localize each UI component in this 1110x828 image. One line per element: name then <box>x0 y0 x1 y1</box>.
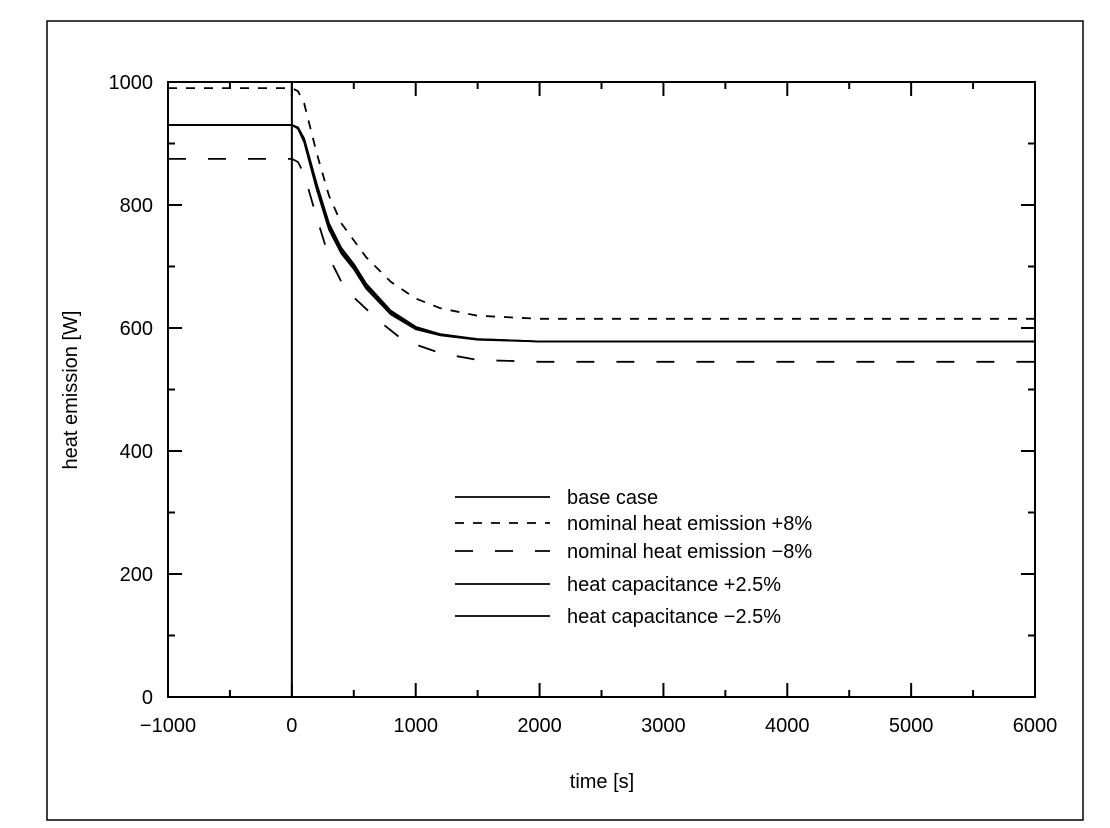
legend-label: nominal heat emission −8% <box>567 541 812 563</box>
y-tick-label: 0 <box>142 687 153 709</box>
x-tick-label: 4000 <box>765 715 810 737</box>
y-axis-label: heat emission [W] <box>60 311 82 470</box>
x-tick-label: 2000 <box>517 715 562 737</box>
series-line <box>168 124 1035 343</box>
series-line <box>168 87 1035 320</box>
x-tick-label: 5000 <box>889 715 934 737</box>
x-tick-label: −1000 <box>140 715 196 737</box>
y-tick-label: 200 <box>120 564 153 586</box>
legend-label: heat capacitance −2.5% <box>567 606 781 628</box>
x-axis-label: time [s] <box>570 771 634 793</box>
legend-label: base case <box>567 487 658 509</box>
y-tick-label: 800 <box>120 195 153 217</box>
legend: base case nominal heat emission +8% nomina… <box>455 487 812 628</box>
series-line <box>168 158 1035 363</box>
y-tick-label: 400 <box>120 441 153 463</box>
y-tick-label: 600 <box>120 318 153 340</box>
outer-frame <box>46 20 1084 821</box>
x-tick-label: 1000 <box>393 715 438 737</box>
x-tick-label: 3000 <box>641 715 686 737</box>
x-tick-label: 0 <box>286 715 297 737</box>
series-line <box>168 124 1035 343</box>
x-tick-label: 6000 <box>1013 715 1058 737</box>
y-tick-label: 1000 <box>109 72 154 94</box>
legend-label: heat capacitance +2.5% <box>567 574 781 596</box>
plot-area <box>167 81 1036 698</box>
legend-label: nominal heat emission +8% <box>567 513 812 535</box>
series-line <box>168 124 1035 343</box>
